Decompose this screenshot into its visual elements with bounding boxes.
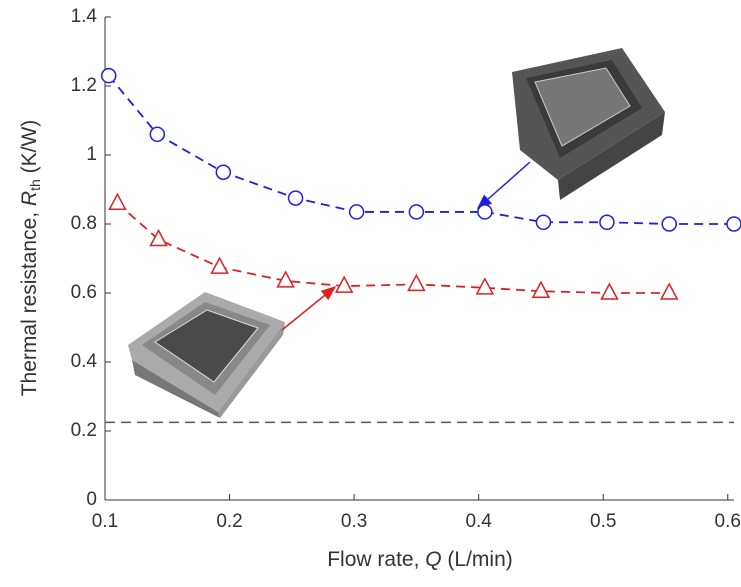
- marker: [210, 256, 229, 274]
- x-tick-label: 0.1: [92, 511, 118, 532]
- marker: [149, 228, 168, 247]
- marker: [659, 282, 679, 300]
- marker: [531, 280, 551, 299]
- marker: [475, 277, 495, 295]
- marker: [599, 214, 615, 231]
- marker: [100, 67, 117, 84]
- device-photo-bottom: [128, 292, 285, 418]
- x-tick-label: 0.2: [216, 511, 242, 532]
- marker: [661, 216, 677, 232]
- x-tick-label: 0.5: [590, 511, 616, 532]
- marker: [477, 204, 493, 220]
- marker: [276, 270, 295, 288]
- device-photo-top: [512, 48, 665, 200]
- y-tick-label: 0.4: [71, 351, 98, 372]
- marker: [600, 282, 619, 300]
- y-tick-label: 0.6: [71, 282, 97, 303]
- marker: [535, 214, 552, 231]
- y-tick-label: 1.4: [71, 6, 98, 27]
- marker: [215, 164, 232, 180]
- marker: [287, 190, 304, 206]
- y-tick-label: 1.2: [71, 75, 97, 96]
- marker: [408, 204, 425, 220]
- marker: [334, 275, 354, 293]
- y-axis-label: Thermal resistance, Rth (K/W): [18, 120, 43, 397]
- x-tick-label: 0.6: [715, 511, 741, 532]
- marker: [149, 126, 166, 143]
- arrow: [476, 161, 531, 209]
- x-axis-label: Flow rate, Q (L/min): [327, 548, 513, 571]
- arrow: [281, 286, 337, 331]
- y-tick-label: 0.2: [71, 420, 97, 441]
- y-tick-label: 0.8: [71, 213, 97, 234]
- marker: [348, 204, 365, 220]
- marker: [108, 192, 127, 211]
- marker: [407, 273, 426, 292]
- series-line: [116, 202, 670, 294]
- x-tick-label: 0.3: [341, 511, 367, 532]
- x-tick-label: 0.4: [465, 511, 492, 532]
- y-tick-label: 1: [86, 144, 97, 165]
- marker: [726, 216, 741, 232]
- y-tick-label: 0: [86, 489, 97, 510]
